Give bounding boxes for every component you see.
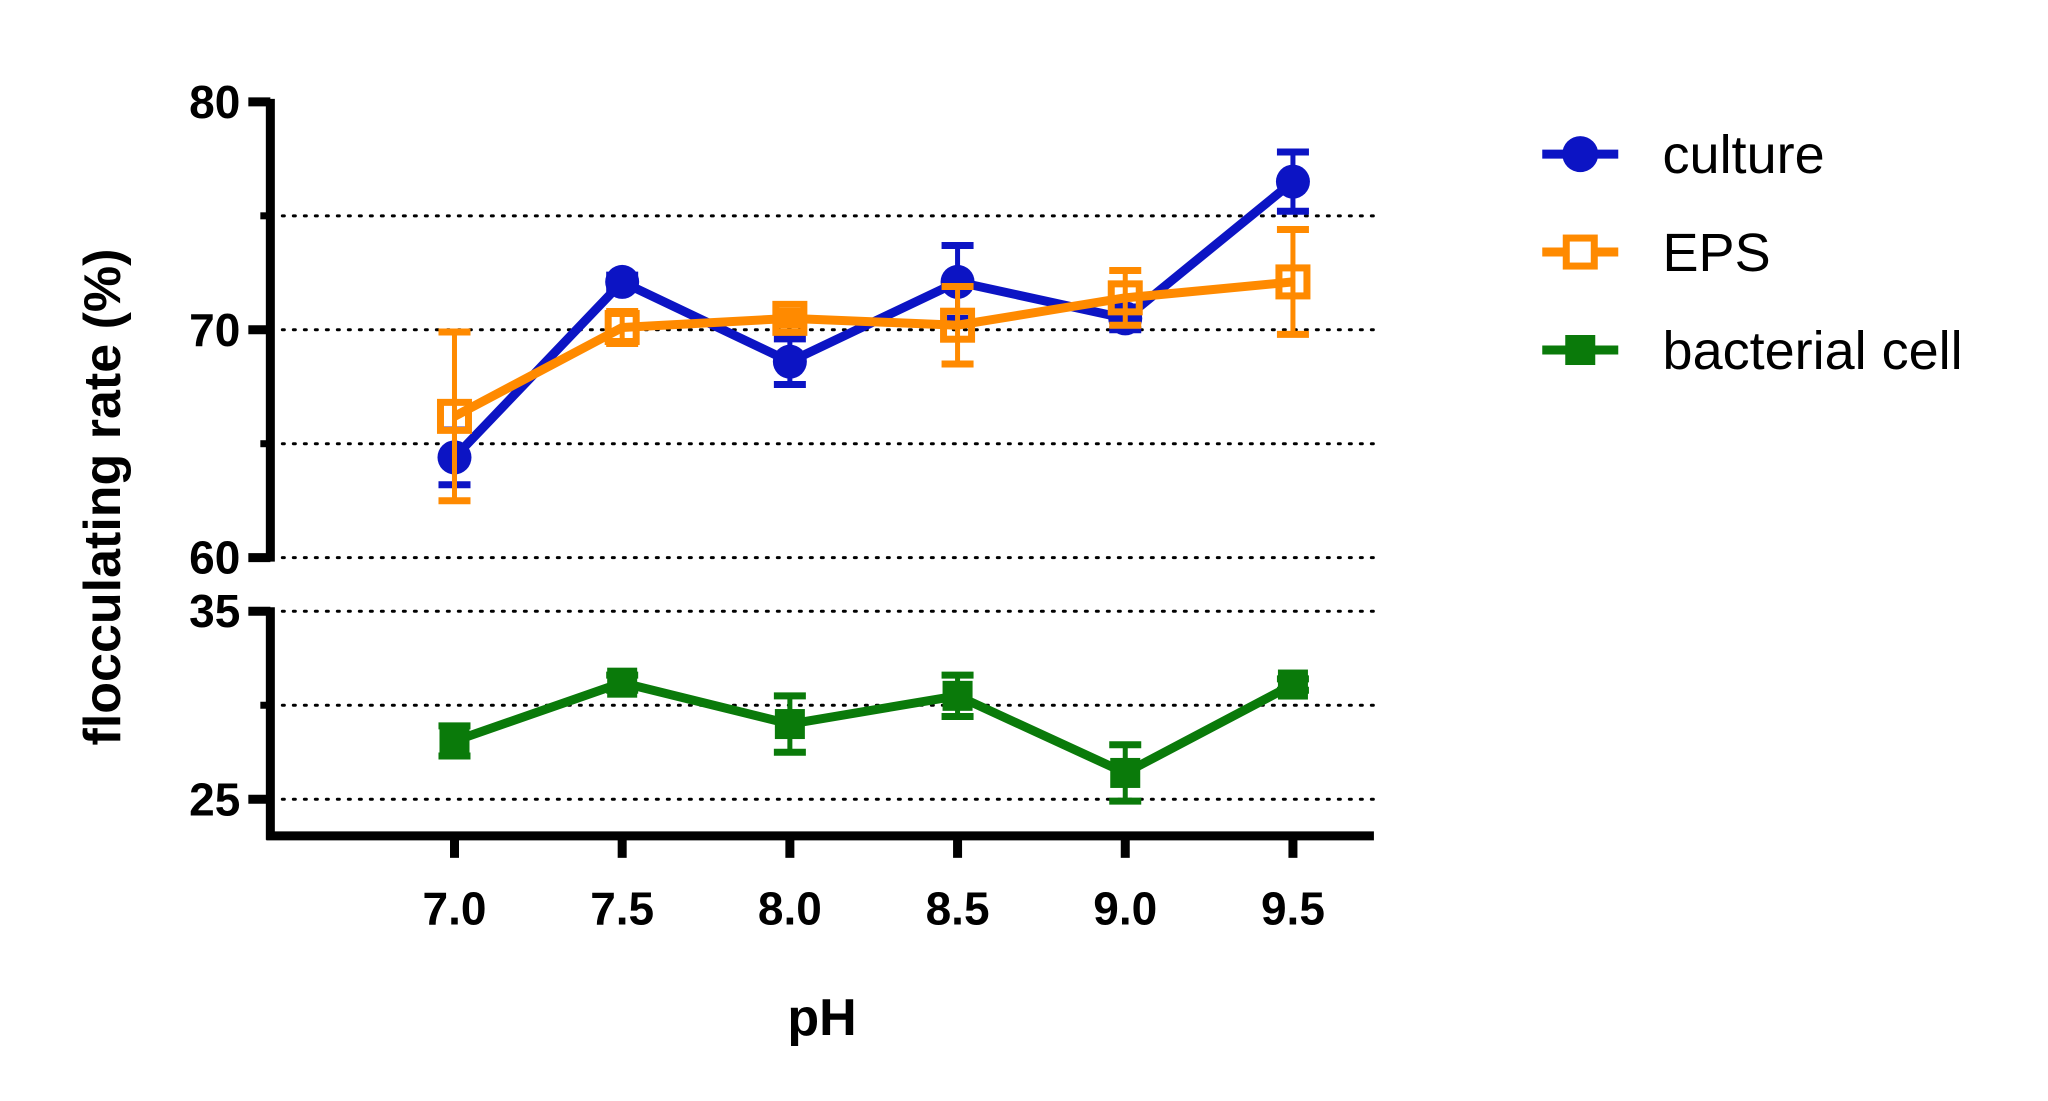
data-point bbox=[607, 667, 638, 698]
data-point bbox=[1275, 264, 1311, 300]
x-tick-label: 8.5 bbox=[926, 883, 990, 935]
x-tick-label: 7.5 bbox=[590, 883, 654, 935]
legend-label: EPS bbox=[1663, 223, 1771, 283]
y-tick-label: 25 bbox=[189, 773, 240, 825]
y-tick-label: 60 bbox=[189, 532, 240, 584]
y-tick-label: 80 bbox=[189, 76, 240, 128]
data-point bbox=[772, 300, 808, 336]
data-point bbox=[436, 398, 472, 434]
x-tick-label: 9.5 bbox=[1261, 883, 1325, 935]
data-point bbox=[940, 264, 975, 299]
series-layer bbox=[436, 148, 1311, 805]
data-point bbox=[940, 307, 976, 343]
legend-item: culture bbox=[1542, 125, 1825, 185]
series-line bbox=[452, 277, 1294, 421]
x-tick-label: 7.0 bbox=[423, 883, 487, 935]
axes: 60 70 80 25 35 7.0 7.5 8.0 8.5 9.0 9.5 bbox=[189, 76, 1374, 935]
series-line bbox=[453, 678, 1296, 778]
series-EPS bbox=[436, 225, 1311, 505]
data-point bbox=[774, 709, 805, 740]
data-point bbox=[1107, 280, 1143, 316]
y-tick-label: 70 bbox=[189, 304, 240, 356]
legend-item: EPS bbox=[1542, 223, 1771, 283]
x-tick-label: 8.0 bbox=[758, 883, 822, 935]
legend-marker bbox=[1565, 335, 1596, 366]
data-point bbox=[604, 309, 640, 345]
legend-label: culture bbox=[1663, 125, 1825, 185]
legend-label: bacterial cell bbox=[1663, 321, 1963, 381]
data-point bbox=[942, 680, 973, 711]
legend-marker bbox=[1562, 234, 1598, 270]
x-axis-title: pH bbox=[787, 989, 856, 1047]
data-point bbox=[1277, 669, 1308, 700]
series-bacterial-cell bbox=[438, 667, 1309, 805]
data-point bbox=[1110, 757, 1141, 788]
x-tick-label: 9.0 bbox=[1093, 883, 1157, 935]
legend-marker bbox=[1562, 136, 1599, 173]
y-tick-label: 35 bbox=[189, 585, 240, 637]
gridlines bbox=[280, 214, 1376, 801]
data-point bbox=[772, 344, 807, 379]
legend-item: bacterial cell bbox=[1542, 321, 1963, 381]
data-point bbox=[1275, 164, 1310, 199]
legend: culture EPS bacterial cell bbox=[1542, 125, 1963, 381]
data-point bbox=[605, 264, 640, 299]
y-axis-title: flocculating rate (%) bbox=[74, 249, 132, 746]
data-point bbox=[439, 725, 470, 756]
